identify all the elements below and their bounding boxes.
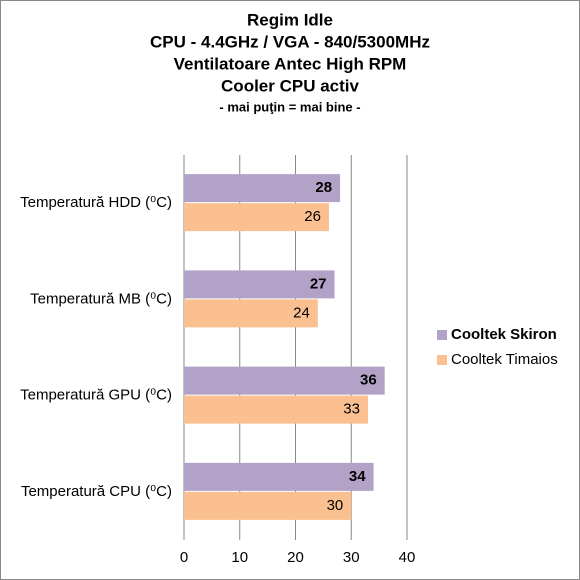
data-label: 24 bbox=[293, 304, 310, 321]
x-tick-label: 20 bbox=[287, 549, 304, 566]
data-label: 26 bbox=[304, 208, 321, 225]
x-tick-label: 30 bbox=[343, 549, 360, 566]
legend-label: Cooltek Skiron bbox=[451, 326, 557, 343]
chart-title: Cooler CPU activ bbox=[221, 76, 359, 95]
data-label: 27 bbox=[310, 275, 327, 292]
data-label: 28 bbox=[315, 179, 332, 196]
bar bbox=[184, 395, 368, 424]
x-tick-label: 10 bbox=[231, 549, 248, 566]
chart-subtitle: - mai puţin = mai bine - bbox=[219, 99, 360, 114]
chart-title: Ventilatoare Antec High RPM bbox=[174, 54, 407, 73]
bar bbox=[184, 174, 341, 203]
y-tick-label: Temperatură HDD (⁰C) bbox=[20, 194, 172, 211]
bar bbox=[184, 366, 385, 395]
x-tick-label: 40 bbox=[399, 549, 416, 566]
data-label: 30 bbox=[327, 497, 344, 514]
bar bbox=[184, 299, 318, 328]
chart-title: Regim Idle bbox=[247, 10, 333, 29]
y-tick-label: Temperatură GPU (⁰C) bbox=[20, 387, 172, 404]
bar bbox=[184, 203, 329, 232]
data-label: 34 bbox=[349, 468, 366, 485]
legend-swatch bbox=[437, 355, 447, 365]
y-tick-label: Temperatură CPU (⁰C) bbox=[21, 483, 172, 500]
x-tick-label: 0 bbox=[180, 549, 188, 566]
legend-label: Cooltek Timaios bbox=[451, 351, 558, 368]
y-tick-label: Temperatură MB (⁰C) bbox=[30, 290, 172, 307]
data-label: 33 bbox=[343, 401, 360, 418]
bar bbox=[184, 462, 374, 491]
chart-title: CPU - 4.4GHz / VGA - 840/5300MHz bbox=[150, 32, 430, 51]
legend-swatch bbox=[437, 330, 447, 340]
data-label: 36 bbox=[360, 372, 377, 389]
bar bbox=[184, 491, 352, 520]
bar bbox=[184, 270, 335, 299]
